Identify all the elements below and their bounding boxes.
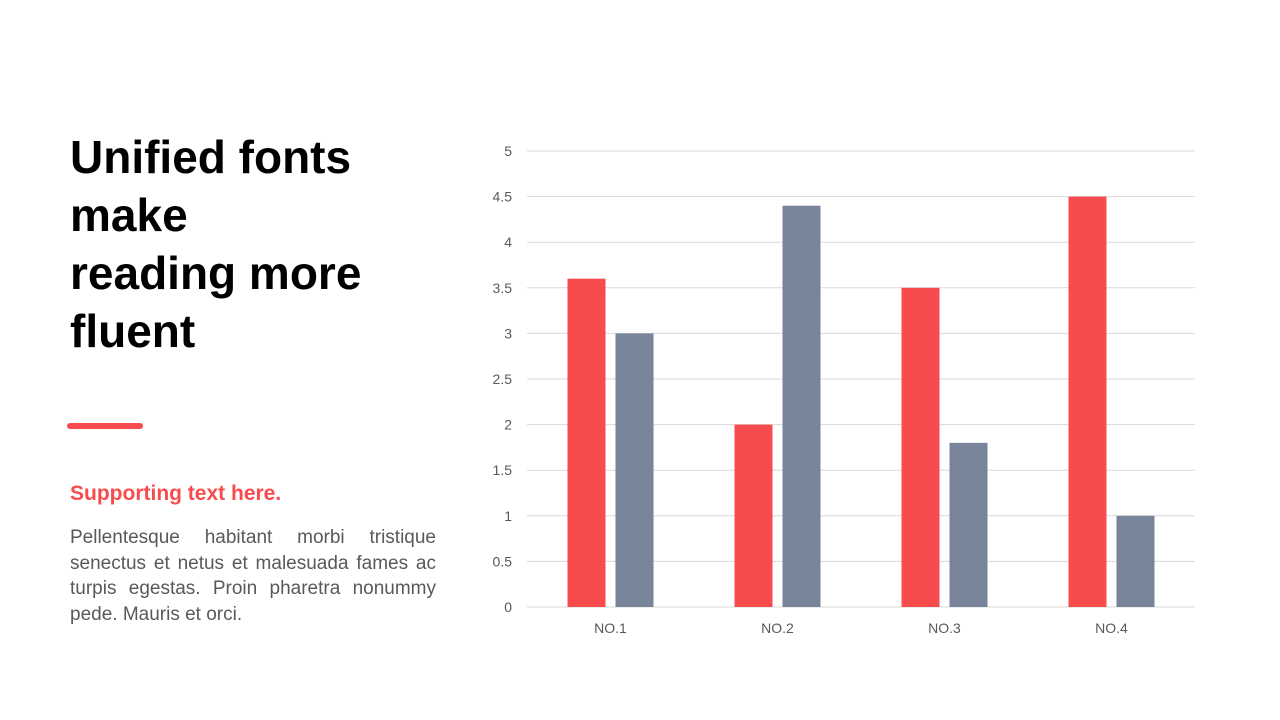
title-line: reading more	[70, 247, 362, 299]
y-tick-label: 0	[504, 599, 512, 615]
bar-series-2	[949, 442, 988, 607]
x-axis-ticks: NO.1 NO.2 NO.3 NO.4	[594, 620, 1128, 636]
bar-series-1	[734, 424, 773, 607]
x-tick-label: NO.2	[761, 620, 794, 636]
y-tick-label: 5	[504, 143, 512, 159]
y-tick-label: 1	[504, 508, 512, 524]
bar-chart: 0 0.5 1 1.5 2 2.5 3 3.5 4 4.5 5 NO.1 NO.2 NO.3 NO.4	[493, 143, 1195, 636]
x-tick-label: NO.3	[928, 620, 961, 636]
title-line: Unified fonts	[70, 131, 352, 183]
bars	[567, 196, 1155, 607]
y-tick-label: 2.5	[493, 371, 513, 387]
y-tick-label: 3	[504, 325, 512, 341]
bar-series-2	[1116, 515, 1155, 607]
y-tick-label: 2	[504, 417, 512, 433]
y-tick-label: 0.5	[493, 553, 513, 569]
y-tick-label: 4	[504, 234, 512, 250]
y-axis-ticks: 0 0.5 1 1.5 2 2.5 3 3.5 4 4.5 5	[493, 143, 513, 615]
bar-series-2	[782, 205, 821, 607]
y-tick-label: 3.5	[493, 280, 513, 296]
bar-series-1	[901, 287, 940, 607]
y-tick-label: 1.5	[493, 462, 513, 478]
slide-title: Unified fonts make reading more fluent	[70, 128, 450, 360]
supporting-text: Supporting text here.	[70, 482, 282, 505]
bar-series-1	[567, 278, 606, 607]
title-line: make	[70, 189, 188, 241]
body-paragraph: Pellentesque habitant morbi tristique se…	[70, 527, 436, 625]
x-tick-label: NO.1	[594, 620, 627, 636]
x-tick-label: NO.4	[1095, 620, 1128, 636]
accent-divider	[67, 423, 143, 429]
bar-series-2	[615, 333, 654, 607]
y-tick-label: 4.5	[493, 189, 513, 205]
bar-series-1	[1068, 196, 1107, 607]
title-line: fluent	[70, 305, 196, 357]
